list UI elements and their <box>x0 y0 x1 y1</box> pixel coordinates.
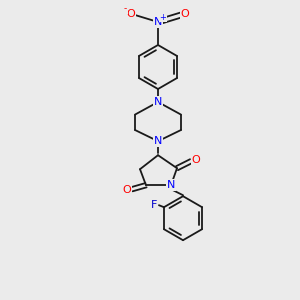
Text: +: + <box>160 13 167 22</box>
Text: F: F <box>151 200 157 210</box>
Text: O: O <box>181 9 189 19</box>
Text: O: O <box>123 185 131 195</box>
Text: N: N <box>167 180 175 190</box>
Text: N: N <box>154 17 162 27</box>
Text: N: N <box>154 97 162 107</box>
Text: O: O <box>192 155 200 165</box>
Text: O: O <box>127 9 135 19</box>
Text: N: N <box>154 136 162 146</box>
Text: -: - <box>123 4 127 14</box>
